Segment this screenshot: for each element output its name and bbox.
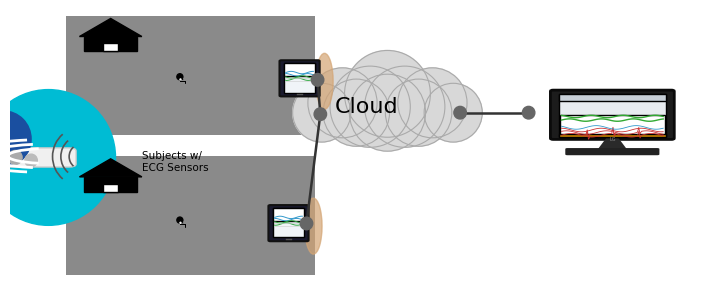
FancyBboxPatch shape — [273, 208, 304, 237]
Ellipse shape — [349, 74, 425, 151]
FancyBboxPatch shape — [559, 94, 666, 137]
FancyBboxPatch shape — [103, 43, 118, 51]
Text: Subjects w/
ECG Sensors: Subjects w/ ECG Sensors — [142, 151, 208, 173]
Ellipse shape — [308, 68, 377, 138]
Text: B: B — [0, 134, 8, 144]
Ellipse shape — [330, 66, 411, 147]
Ellipse shape — [0, 90, 115, 225]
Ellipse shape — [424, 83, 482, 142]
Ellipse shape — [177, 217, 183, 223]
FancyBboxPatch shape — [103, 184, 118, 192]
Ellipse shape — [454, 106, 466, 119]
Polygon shape — [79, 19, 142, 37]
Polygon shape — [597, 137, 628, 150]
Ellipse shape — [8, 151, 22, 164]
Ellipse shape — [522, 106, 535, 119]
FancyBboxPatch shape — [4, 148, 76, 167]
Ellipse shape — [385, 79, 452, 146]
Text: Cloud: Cloud — [335, 97, 399, 117]
Ellipse shape — [305, 198, 322, 254]
Ellipse shape — [311, 74, 324, 86]
Ellipse shape — [398, 68, 467, 138]
Ellipse shape — [180, 222, 181, 223]
Ellipse shape — [316, 53, 333, 109]
Ellipse shape — [180, 79, 181, 80]
Ellipse shape — [25, 154, 37, 167]
Ellipse shape — [0, 111, 31, 167]
Ellipse shape — [314, 108, 327, 121]
FancyBboxPatch shape — [273, 208, 304, 221]
FancyBboxPatch shape — [65, 156, 315, 275]
FancyBboxPatch shape — [284, 63, 315, 76]
FancyBboxPatch shape — [550, 90, 674, 140]
FancyBboxPatch shape — [84, 37, 137, 51]
FancyBboxPatch shape — [269, 205, 309, 241]
Text: LG: LG — [609, 137, 616, 142]
FancyBboxPatch shape — [559, 94, 666, 101]
Ellipse shape — [323, 79, 389, 146]
Polygon shape — [79, 159, 142, 177]
FancyBboxPatch shape — [280, 60, 320, 96]
FancyBboxPatch shape — [284, 63, 315, 92]
FancyBboxPatch shape — [84, 177, 137, 192]
FancyBboxPatch shape — [560, 115, 664, 136]
Ellipse shape — [292, 83, 351, 142]
Ellipse shape — [300, 217, 313, 230]
Ellipse shape — [344, 50, 430, 137]
FancyBboxPatch shape — [565, 148, 659, 155]
FancyBboxPatch shape — [559, 134, 666, 137]
Ellipse shape — [177, 74, 183, 80]
Ellipse shape — [365, 66, 445, 147]
FancyBboxPatch shape — [65, 16, 315, 135]
